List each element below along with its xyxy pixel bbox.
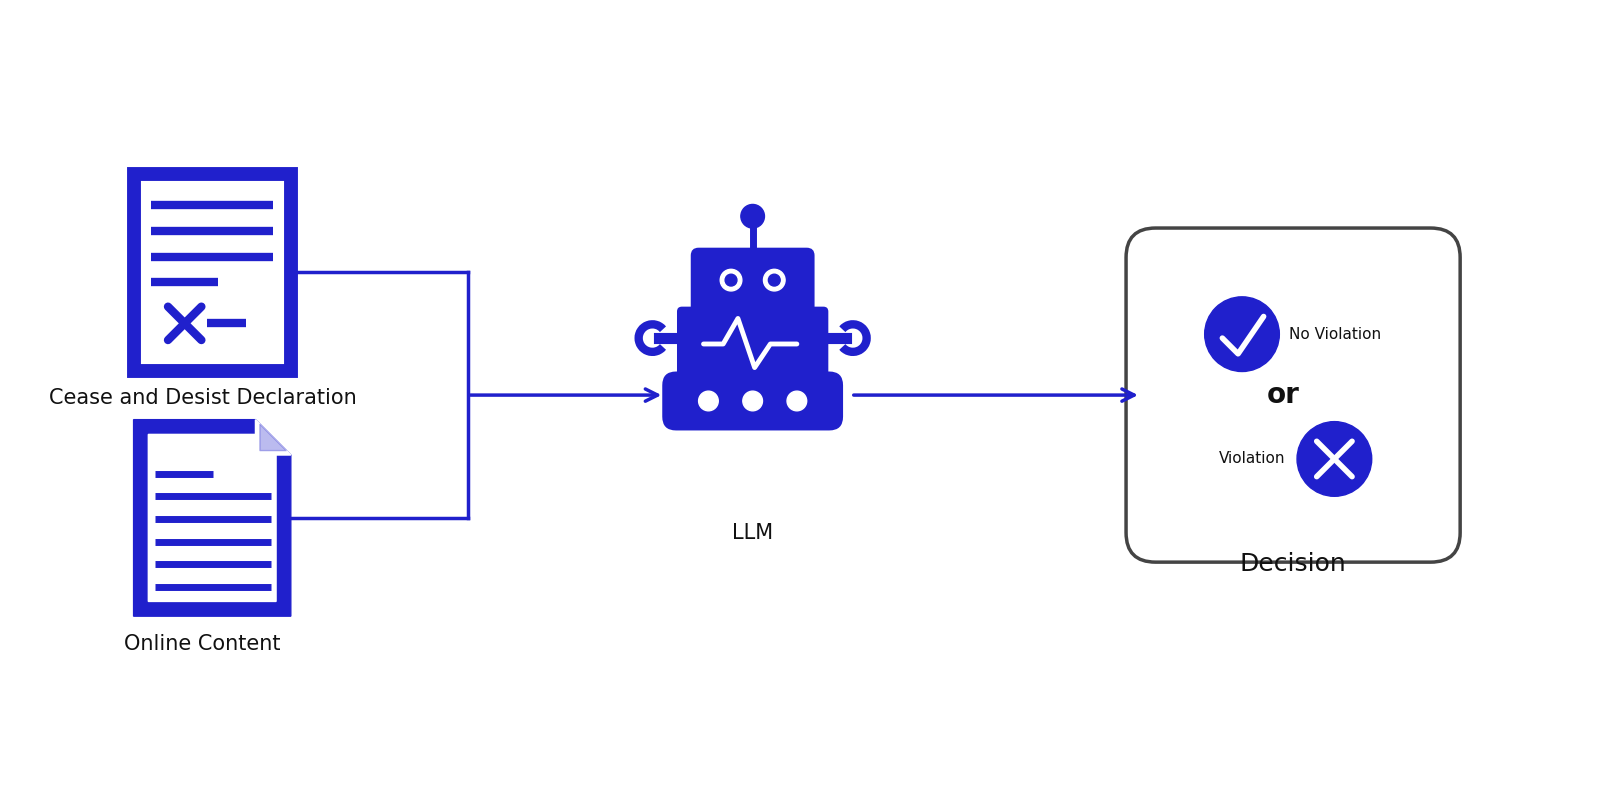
Text: Online Content: Online Content [125, 634, 280, 654]
Circle shape [787, 391, 806, 411]
Text: No Violation: No Violation [1290, 326, 1381, 342]
Circle shape [725, 274, 738, 286]
Polygon shape [256, 420, 291, 455]
Text: LLM: LLM [733, 523, 773, 543]
Text: Decision: Decision [1240, 552, 1347, 576]
Circle shape [1298, 422, 1371, 496]
Polygon shape [149, 434, 277, 602]
Circle shape [1205, 297, 1280, 371]
Circle shape [699, 391, 718, 411]
FancyBboxPatch shape [1126, 228, 1461, 562]
Text: Cease and Desist Declaration: Cease and Desist Declaration [48, 388, 357, 408]
Circle shape [742, 391, 763, 411]
Circle shape [720, 270, 742, 291]
FancyBboxPatch shape [662, 371, 843, 430]
Circle shape [763, 270, 786, 291]
FancyBboxPatch shape [691, 248, 814, 314]
Text: or: or [1267, 381, 1299, 409]
Polygon shape [259, 424, 286, 450]
Text: Violation: Violation [1219, 451, 1285, 466]
Circle shape [768, 274, 781, 286]
Circle shape [741, 205, 765, 228]
Polygon shape [133, 420, 291, 616]
Bar [133, 174, 291, 370]
FancyBboxPatch shape [677, 306, 829, 386]
